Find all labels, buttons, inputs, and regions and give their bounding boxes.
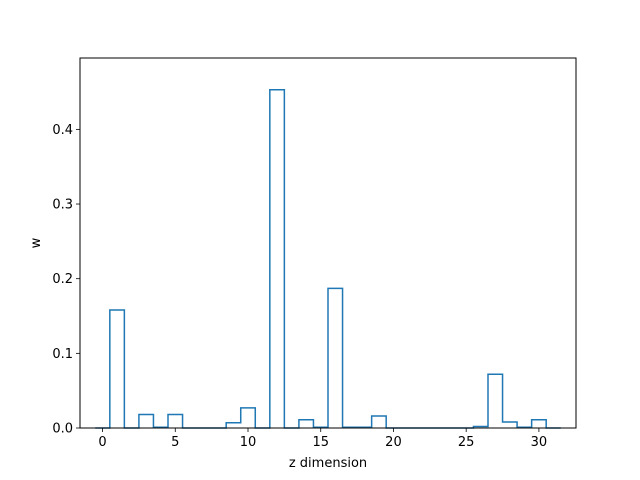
x-axis-label: z dimension <box>289 456 367 471</box>
axis-ticks: 0 5 10 15 20 25 30 0.0 0.1 0.2 0.3 0.4 <box>52 123 547 450</box>
x-tick-label: 25 <box>458 435 475 450</box>
y-tick-label: 0.4 <box>52 123 73 138</box>
x-tick-label: 20 <box>385 435 402 450</box>
histogram-step-line <box>95 89 561 429</box>
x-tick-label: 0 <box>98 435 106 450</box>
x-tick-label: 15 <box>312 435 329 450</box>
x-tick-label: 30 <box>531 435 548 450</box>
x-tick-label: 5 <box>171 435 179 450</box>
y-tick-label: 0.0 <box>52 422 73 437</box>
y-tick-label: 0.1 <box>52 347 73 362</box>
y-axis-label: w <box>29 237 44 248</box>
x-tick-label: 10 <box>240 435 257 450</box>
y-tick-label: 0.2 <box>52 272 73 287</box>
plot-area <box>95 89 561 429</box>
y-tick-label: 0.3 <box>52 198 73 213</box>
axes-frame <box>79 57 577 429</box>
